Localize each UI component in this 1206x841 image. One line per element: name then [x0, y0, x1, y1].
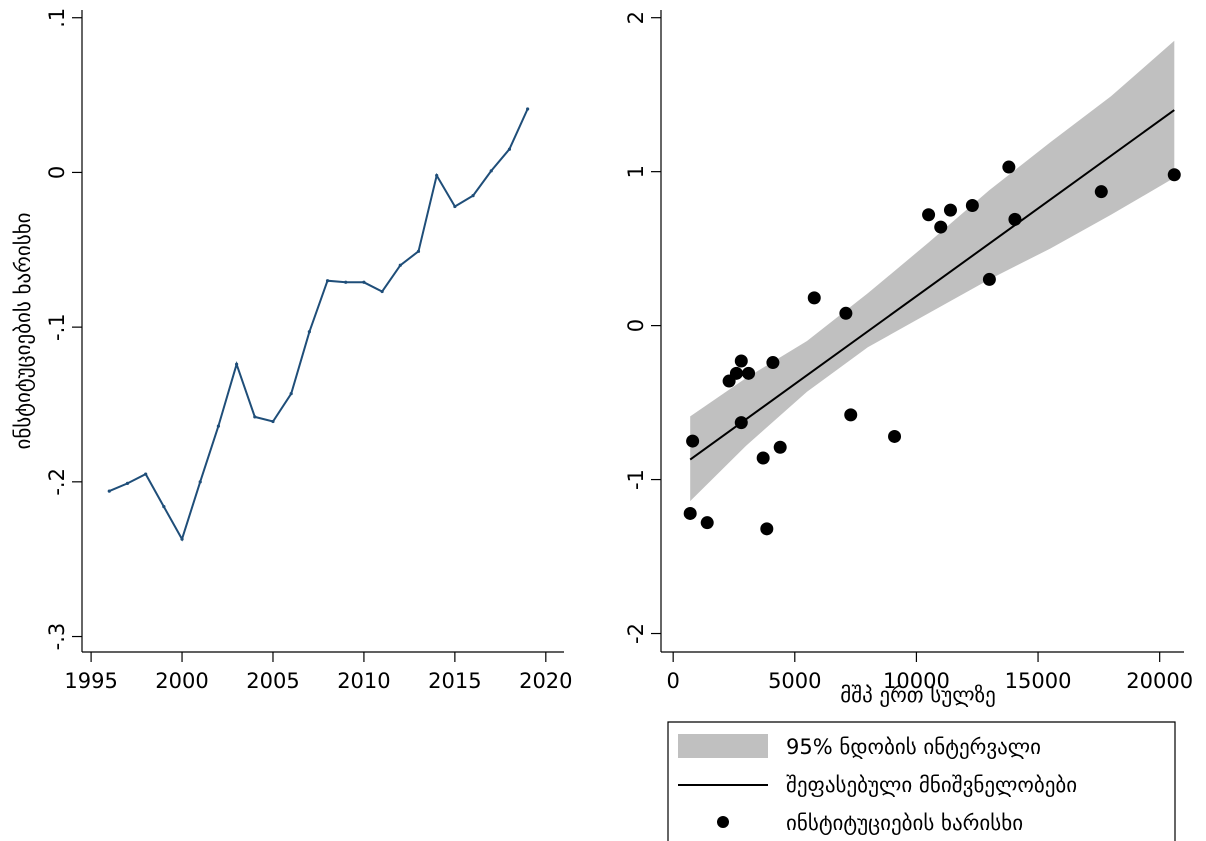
scatter-point: [734, 416, 748, 430]
left-series-point: [216, 424, 221, 428]
left-series-point: [489, 169, 493, 173]
legend-ci-swatch: [678, 734, 768, 758]
left-x-tick-label: 2000: [155, 669, 208, 693]
left-series-point: [344, 280, 348, 284]
left-y-tick-label: 0: [45, 166, 69, 179]
left-series-point: [507, 147, 512, 151]
scatter-point: [839, 306, 853, 320]
left-series-point: [380, 289, 384, 294]
legend: 95% ნდობის ინტერვალი შეფასებული მნიშვნელ…: [667, 721, 1176, 841]
right-x-ticks: 0 5000 10000 15000 20000: [666, 652, 1193, 693]
left-series-point: [307, 330, 311, 334]
fitted-values-line: [689, 109, 1175, 461]
left-x-tick-label: 2015: [428, 669, 481, 693]
institutions-quality-timeseries-chart: -.3 -.2 -.1 0 .1 1995 2000 2005 2010 2015 2020 ინ…: [11, 8, 573, 693]
left-x-tick-label: 2010: [337, 669, 390, 693]
scatter-point: [773, 440, 787, 454]
scatter-point: [1008, 212, 1022, 226]
left-series-point: [435, 173, 439, 178]
left-series-point: [453, 204, 457, 209]
left-y-axis-title: ინსტიტუციების ხარისხი: [11, 212, 35, 449]
left-series-point: [362, 280, 366, 284]
left-plot-area: [107, 107, 530, 542]
scatter-point: [700, 516, 714, 530]
gdp-vs-institutions-scatter-chart: -2 -1 0 1 2 0 5000 10000 15000 20000 მშპ ერთ სულ…: [624, 10, 1193, 841]
left-series-point: [162, 504, 166, 509]
scatter-point: [760, 522, 774, 536]
scatter-point: [934, 220, 948, 234]
left-series-point: [125, 481, 130, 485]
scatter-point: [729, 366, 743, 380]
left-series-point: [198, 480, 202, 484]
left-series-point: [471, 194, 475, 198]
left-series-point: [144, 472, 148, 476]
right-x-tick-label: 20000: [1126, 669, 1193, 693]
scatter-point: [922, 208, 936, 222]
scatter-point: [965, 199, 979, 213]
scatter-point: [982, 272, 996, 286]
left-series-point: [107, 489, 111, 493]
scatter-point: [742, 366, 756, 380]
left-series-point: [289, 392, 293, 396]
scatter-point: [807, 291, 821, 305]
scatter-point: [686, 434, 700, 448]
scatter-point: [734, 354, 748, 368]
right-plot-area: [683, 40, 1181, 536]
left-series-point: [526, 107, 530, 111]
left-x-tick-label: 2005: [246, 669, 299, 693]
left-series-point: [180, 537, 184, 541]
scatter-point: [1167, 168, 1181, 182]
scatter-point: [1002, 160, 1016, 174]
right-x-tick-label: 5000: [768, 669, 821, 693]
right-y-tick-label: 1: [624, 165, 648, 178]
left-x-ticks: 1995 2000 2005 2010 2015 2020: [64, 652, 573, 693]
left-x-tick-label: 2020: [519, 669, 572, 693]
right-y-tick-label: -2: [624, 623, 648, 644]
right-y-ticks: -2 -1 0 1 2: [624, 11, 661, 644]
scatter-point: [1094, 185, 1108, 199]
left-series-point: [398, 263, 402, 267]
legend-label-ci: 95% ნდობის ინტერვალი: [786, 735, 1041, 759]
left-series-point: [416, 249, 421, 253]
left-series-line: [108, 108, 529, 542]
left-y-tick-label: -.3: [45, 623, 69, 651]
left-series-point: [235, 362, 239, 366]
left-series-markers: [107, 107, 530, 541]
right-x-axis-title: მშპ ერთ სულზე: [840, 683, 996, 707]
scatter-point: [943, 203, 957, 217]
right-y-tick-label: 0: [624, 319, 648, 332]
left-y-tick-label: -.2: [45, 468, 69, 496]
left-y-tick-label: -.1: [45, 313, 69, 341]
scatter-point: [888, 429, 902, 443]
scatter-point: [683, 506, 697, 520]
left-series-point: [271, 419, 275, 424]
scatter-point: [844, 408, 858, 422]
right-y-tick-label: 2: [624, 11, 648, 24]
legend-label-fit: შეფასებული მნიშვნელობები: [786, 773, 1077, 797]
confidence-interval-band: [690, 40, 1175, 502]
right-x-tick-label: 10000: [883, 669, 950, 693]
right-x-tick-label: 15000: [1005, 669, 1072, 693]
right-x-tick-label: 0: [666, 669, 679, 693]
left-series-point: [325, 279, 330, 283]
left-y-ticks: -.3 -.2 -.1 0 .1: [45, 8, 82, 651]
legend-frame: [667, 721, 1176, 841]
left-series-point: [253, 415, 257, 419]
legend-label-points: ინსტიტუციების ხარისხი: [786, 811, 1023, 835]
scatter-point: [756, 451, 770, 465]
legend-point-swatch: [717, 816, 729, 828]
left-y-tick-label: .1: [45, 8, 69, 28]
scatter-point: [766, 356, 780, 370]
right-y-tick-label: -1: [624, 469, 648, 490]
left-x-tick-label: 1995: [64, 669, 117, 693]
scatter-points: [683, 160, 1181, 536]
